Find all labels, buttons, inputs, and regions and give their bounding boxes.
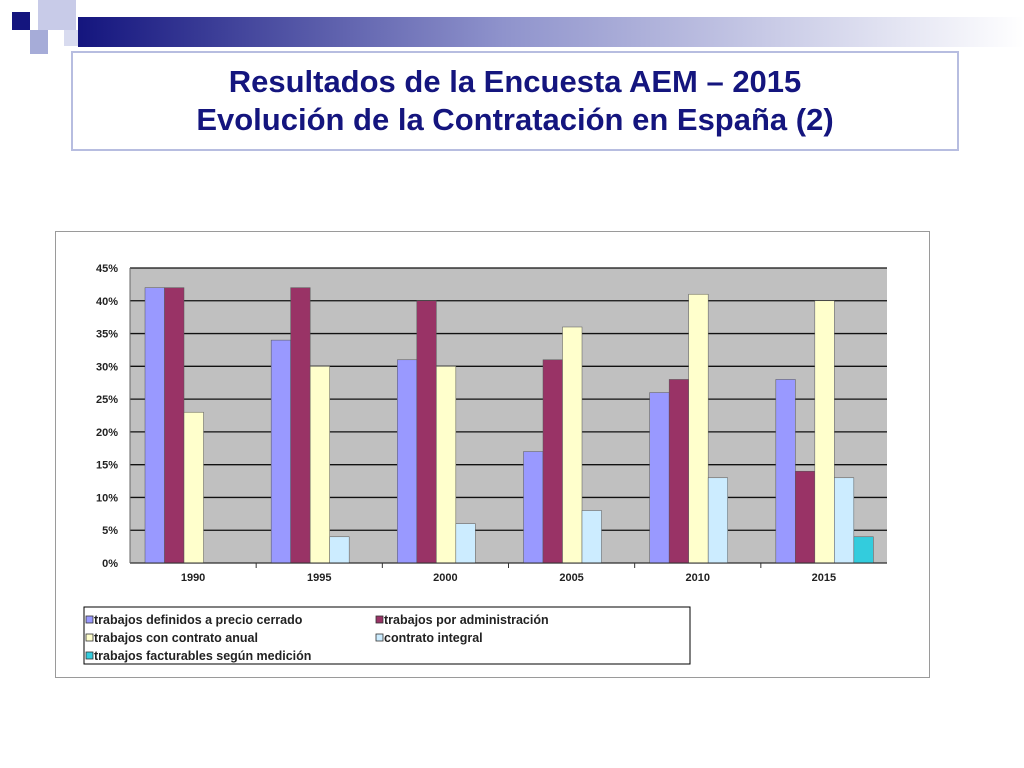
- bar: [688, 293, 709, 564]
- slide-title-line-2: Evolución de la Contratación en España (…: [196, 102, 834, 137]
- bar: [649, 392, 670, 564]
- legend-label: trabajos definidos a precio cerrado: [94, 613, 303, 627]
- bar: [814, 300, 835, 564]
- y-tick-label: 5%: [102, 525, 118, 537]
- legend-swatch: [85, 651, 94, 660]
- y-tick-label: 40%: [96, 296, 118, 308]
- slide-title-box: Resultados de la Encuesta AEM – 2015 Evo…: [71, 51, 959, 151]
- bar: [707, 477, 728, 564]
- legend-swatch: [85, 633, 94, 642]
- y-tick-label: 20%: [96, 427, 118, 439]
- bar: [523, 451, 544, 564]
- y-tick-label: 30%: [96, 361, 118, 373]
- header-deco-square-mid: [30, 30, 48, 54]
- bar: [853, 536, 874, 564]
- y-tick-label: 0%: [102, 558, 118, 570]
- legend-swatch: [375, 633, 384, 642]
- header-gradient-bar: [78, 17, 1024, 47]
- legend-swatch: [85, 615, 94, 624]
- bar: [290, 287, 311, 564]
- legend-label: trabajos con contrato anual: [94, 631, 258, 645]
- bar: [581, 510, 602, 564]
- plot-area: [130, 268, 887, 563]
- y-tick-label: 10%: [96, 492, 118, 504]
- bar: [144, 287, 165, 564]
- slide-title-line-1: Resultados de la Encuesta AEM – 2015: [228, 64, 802, 99]
- legend-label: trabajos por administración: [384, 613, 549, 627]
- legend-swatch: [375, 615, 384, 624]
- bar: [775, 379, 796, 564]
- x-tick-label: 2005: [559, 572, 583, 584]
- bar-chart: 0% 5% 10% 15% 20% 25% 30% 35% 40% 45% 1990 1995 200…: [83, 263, 887, 665]
- x-tick-label: 2010: [686, 572, 710, 584]
- bar: [329, 536, 350, 564]
- legend-box: [83, 606, 691, 665]
- bar: [542, 359, 563, 564]
- bar: [795, 470, 816, 564]
- header-deco-square-navy: [12, 12, 30, 30]
- x-tick-label: 1995: [307, 572, 331, 584]
- bar: [164, 287, 185, 564]
- legend-label: trabajos facturables según medición: [94, 649, 311, 663]
- bar: [183, 411, 204, 564]
- chart-frame: 0% 5% 10% 15% 20% 25% 30% 35% 40% 45% 1990 1995 200…: [55, 231, 930, 678]
- y-tick-label: 45%: [96, 263, 118, 275]
- bar: [436, 366, 457, 564]
- x-tick-label: 2000: [433, 572, 457, 584]
- bar: [270, 339, 291, 564]
- x-tick-label: 1990: [181, 572, 205, 584]
- bar: [416, 300, 437, 564]
- bar: [562, 326, 583, 564]
- bar: [455, 523, 476, 564]
- bar: [834, 477, 855, 564]
- legend-label: contrato integral: [384, 631, 483, 645]
- y-tick-label: 35%: [96, 329, 118, 341]
- y-tick-label: 25%: [96, 394, 118, 406]
- header-deco-square-small: [64, 30, 78, 46]
- header-deco-square-light: [38, 0, 76, 30]
- bar: [668, 379, 689, 564]
- y-tick-label: 15%: [96, 460, 118, 472]
- x-tick-label: 2015: [812, 572, 836, 584]
- bar: [397, 359, 418, 564]
- bar: [309, 366, 330, 564]
